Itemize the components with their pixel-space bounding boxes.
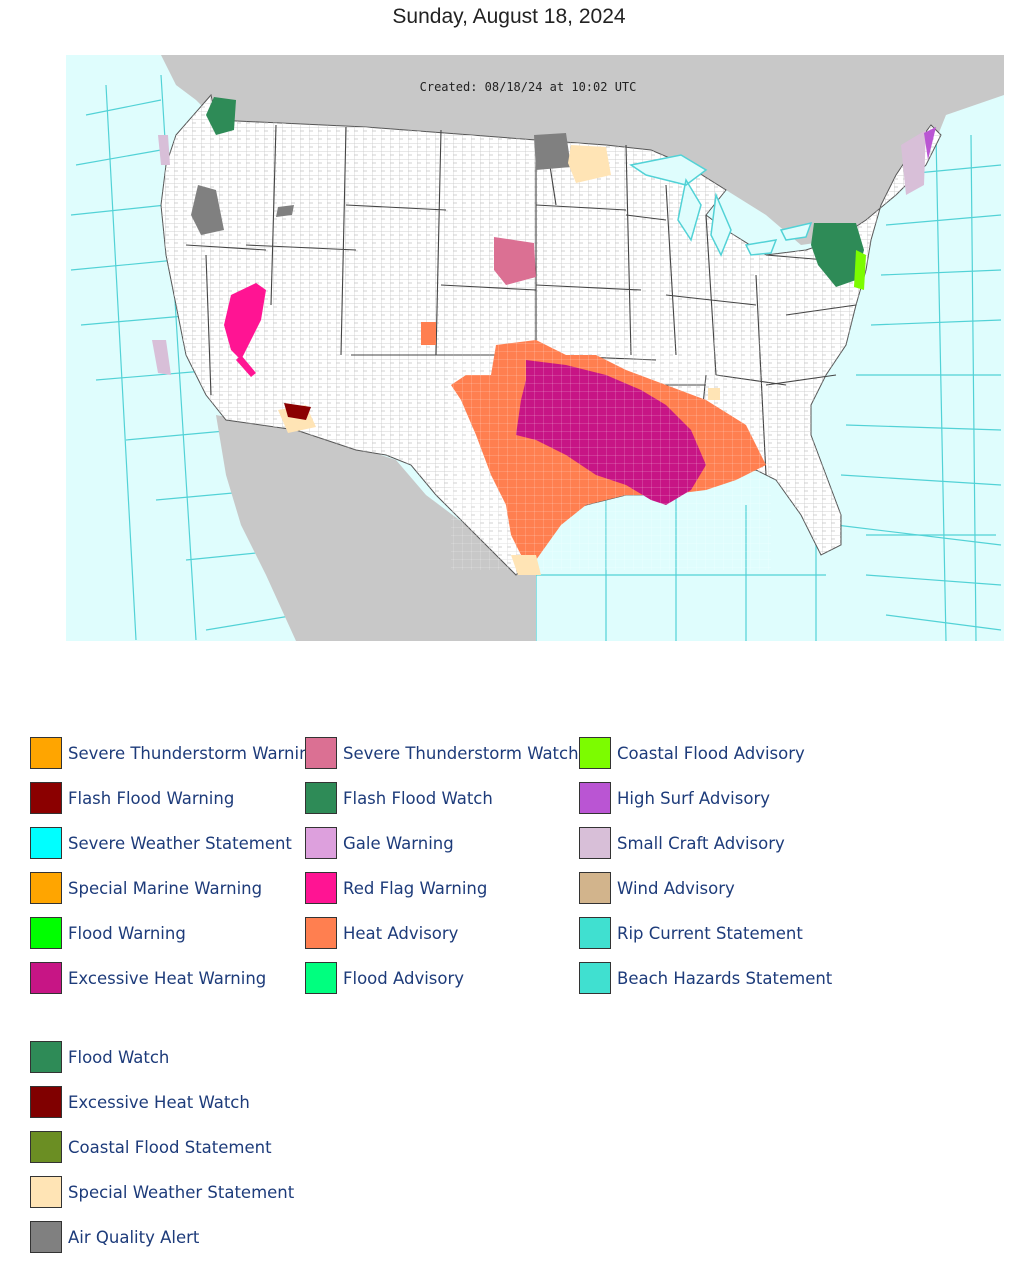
legend-swatch	[30, 827, 62, 859]
legend-item: Coastal Flood Advisory	[579, 735, 805, 771]
legend-label: Flash Flood Warning	[68, 788, 235, 808]
legend-label: Red Flag Warning	[343, 878, 488, 898]
legend-swatch	[579, 917, 611, 949]
legend-item: Small Craft Advisory	[579, 825, 785, 861]
legend-swatch	[305, 962, 337, 994]
legend-swatch	[579, 872, 611, 904]
legend-item: Excessive Heat Warning	[30, 960, 266, 996]
canada-land	[161, 55, 1004, 245]
red-flag-warning-area	[224, 283, 266, 360]
legend-label: Air Quality Alert	[68, 1227, 200, 1247]
legend-label: Excessive Heat Warning	[68, 968, 267, 988]
state-borders	[185, 124, 857, 476]
legend-item: Red Flag Warning	[305, 870, 487, 906]
legend-item: Flash Flood Warning	[30, 780, 234, 816]
great-lakes	[629, 154, 813, 257]
legend-swatch	[30, 1176, 62, 1208]
legend-item: Severe Weather Statement	[30, 825, 292, 861]
legend-swatch	[305, 872, 337, 904]
legend-label: Special Weather Statement	[68, 1182, 295, 1202]
legend-item: Severe Thunderstorm Watch	[305, 735, 579, 771]
legend-label: Special Marine Warning	[68, 878, 263, 898]
legend-swatch	[30, 782, 62, 814]
air-quality-alert-or	[191, 185, 224, 235]
legend-label: Flash Flood Watch	[343, 788, 493, 808]
legend-item: Air Quality Alert	[30, 1219, 199, 1255]
air-quality-alert-id	[276, 205, 294, 217]
legend-swatch	[579, 962, 611, 994]
legend-item: Flash Flood Watch	[305, 780, 493, 816]
legend-item: High Surf Advisory	[579, 780, 770, 816]
legend-item: Special Marine Warning	[30, 870, 262, 906]
legend-label: Flood Advisory	[343, 968, 465, 988]
small-craft-advisory-ca	[152, 340, 171, 375]
us-hazard-map-svg: Created: 08/18/24 at 10:02 UTC	[66, 55, 1004, 641]
heat-counties-overlay	[451, 340, 771, 570]
legend-swatch	[30, 917, 62, 949]
legend-item: Severe Thunderstorm Warning	[30, 735, 320, 771]
legend-item: Flood Advisory	[305, 960, 464, 996]
legend-item: Excessive Heat Watch	[30, 1084, 250, 1120]
legend-swatch	[579, 737, 611, 769]
heat-advisory-co	[421, 322, 436, 345]
legend-swatch	[579, 827, 611, 859]
legend-swatch	[30, 1131, 62, 1163]
legend-label: Rip Current Statement	[617, 923, 803, 943]
legend-label: Flood Warning	[68, 923, 186, 943]
legend-swatch	[30, 962, 62, 994]
legend-item: Special Weather Statement	[30, 1174, 294, 1210]
legend-item: Beach Hazards Statement	[579, 960, 832, 996]
legend-swatch	[30, 1086, 62, 1118]
high-surf-advisory-ne	[924, 127, 936, 160]
legend-swatch	[30, 1221, 62, 1253]
legend-item: Gale Warning	[305, 825, 454, 861]
special-weather-statement-mn	[568, 145, 611, 183]
baja	[226, 425, 311, 615]
air-quality-alert-mn	[534, 133, 571, 170]
created-timestamp: Created: 08/18/24 at 10:02 UTC	[420, 80, 637, 94]
legend-label: Small Craft Advisory	[617, 833, 785, 853]
legend-swatch	[305, 782, 337, 814]
special-weather-statement-ky	[708, 388, 720, 400]
legend-swatch	[305, 827, 337, 859]
legend-item: Flood Warning	[30, 915, 186, 951]
legend-label: High Surf Advisory	[617, 788, 770, 808]
legend-swatch	[30, 1041, 62, 1073]
legend-item: Flood Watch	[30, 1039, 169, 1075]
legend-label: Severe Thunderstorm Warning	[68, 743, 321, 763]
flash-flood-warning-az	[284, 403, 311, 420]
flash-flood-watch-ne	[811, 223, 864, 287]
coastal-flood-advisory-nj	[854, 250, 866, 290]
severe-thunderstorm-watch-area	[494, 237, 536, 285]
legend-label: Severe Thunderstorm Watch	[343, 743, 579, 763]
special-weather-statement-tx	[511, 555, 541, 575]
legend-label: Coastal Flood Statement	[68, 1137, 272, 1157]
legend-label: Coastal Flood Advisory	[617, 743, 805, 763]
legend-swatch	[30, 872, 62, 904]
legend-item: Heat Advisory	[305, 915, 458, 951]
flash-flood-watch-wa	[206, 97, 236, 135]
legend-label: Heat Advisory	[343, 923, 459, 943]
legend-item: Coastal Flood Statement	[30, 1129, 272, 1165]
legend-swatch	[305, 917, 337, 949]
legend-label: Wind Advisory	[617, 878, 735, 898]
legend-item: Wind Advisory	[579, 870, 735, 906]
small-craft-advisory-or	[158, 135, 170, 165]
page-title: Sunday, August 18, 2024	[392, 5, 626, 28]
legend-label: Severe Weather Statement	[68, 833, 292, 853]
legend-label: Gale Warning	[343, 833, 454, 853]
legend-swatch	[579, 782, 611, 814]
legend-swatch	[305, 737, 337, 769]
hazard-map[interactable]: Created: 08/18/24 at 10:02 UTC	[66, 55, 1004, 641]
small-craft-advisory-ne	[901, 130, 926, 195]
legend-label: Flood Watch	[68, 1047, 170, 1067]
legend-swatch	[30, 737, 62, 769]
legend-item: Rip Current Statement	[579, 915, 803, 951]
legend-label: Excessive Heat Watch	[68, 1092, 250, 1112]
legend-label: Beach Hazards Statement	[617, 968, 833, 988]
